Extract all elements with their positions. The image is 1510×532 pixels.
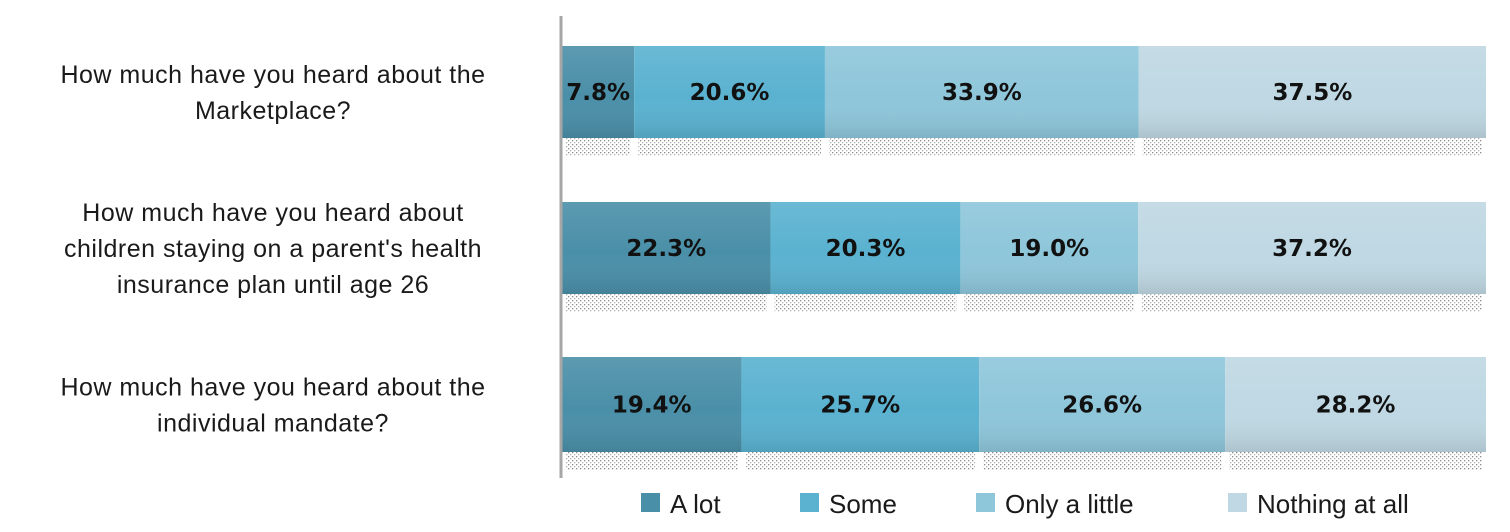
bar-shading (562, 202, 771, 294)
category-label-line: insurance plan until age 26 (117, 271, 429, 299)
bar-shading (1138, 202, 1486, 294)
bar-reflection (1229, 452, 1482, 470)
value-label: 26.6% (1062, 393, 1142, 419)
bar-shading (770, 202, 961, 294)
category-label: How much have you heard about the individ… (60, 374, 485, 438)
bar-shading (562, 357, 742, 452)
value-label: 22.3% (626, 236, 706, 262)
legend-swatch-some (800, 493, 819, 512)
bar-shading (1138, 46, 1486, 138)
bar-reflection (745, 452, 976, 470)
category-label-line: How much have you heard about (82, 199, 463, 227)
category-label-line: How much have you heard about the (60, 61, 485, 89)
legend-label-only-a-little: Only a little (1005, 489, 1134, 519)
bar-shading (741, 357, 980, 452)
bars-layer (562, 46, 1486, 470)
bar-shading (979, 357, 1226, 452)
value-label: 37.2% (1272, 236, 1352, 262)
category-label-line: individual mandate? (157, 410, 389, 438)
value-label: 28.2% (1316, 393, 1396, 419)
value-label: 20.3% (826, 236, 906, 262)
value-label: 33.9% (942, 80, 1022, 106)
bar-reflection (1142, 138, 1482, 156)
category-label: How much have you heard about children st… (64, 199, 482, 299)
legend-swatch-a-lot (641, 493, 660, 512)
value-label: 20.6% (690, 80, 770, 106)
legend-label-some: Some (829, 489, 897, 519)
value-label: 7.8% (566, 80, 630, 106)
legend: A lot Some Only a little Nothing at all (641, 489, 1409, 519)
legend-swatch-only-a-little (976, 493, 995, 512)
bar-reflection (566, 294, 767, 312)
value-label: 37.5% (1273, 80, 1353, 106)
legend-swatch-nothing-at-all (1228, 493, 1247, 512)
value-label: 19.0% (1009, 236, 1089, 262)
legend-label-a-lot: A lot (670, 489, 721, 519)
bar-reflection (566, 452, 738, 470)
legend-label-nothing-at-all: Nothing at all (1257, 489, 1409, 519)
bar-shading (824, 46, 1139, 138)
category-label-line: Marketplace? (195, 97, 351, 125)
category-label-line: children staying on a parent's health (64, 235, 482, 263)
value-label: 25.7% (820, 393, 900, 419)
bar-reflection (566, 138, 631, 156)
bar-reflection (828, 138, 1135, 156)
bar-shading (960, 202, 1139, 294)
bar-shading (562, 46, 635, 138)
category-labels: How much have you heard about the Marketp… (60, 61, 485, 438)
value-labels: 7.8% 20.6% 33.9% 37.5% 22.3% 20.3% 19.0% 37.2% 1… (566, 80, 1395, 419)
bar-reflection (638, 138, 821, 156)
bar-shading (634, 46, 825, 138)
bar-reflection (964, 294, 1135, 312)
bar-shading (1225, 357, 1486, 452)
category-label-line: How much have you heard about the (60, 374, 485, 402)
bar-reflection (983, 452, 1222, 470)
category-label: How much have you heard about the Marketp… (60, 61, 485, 125)
bar-reflection (1142, 294, 1482, 312)
value-label: 19.4% (612, 393, 692, 419)
bar-reflection (774, 294, 957, 312)
